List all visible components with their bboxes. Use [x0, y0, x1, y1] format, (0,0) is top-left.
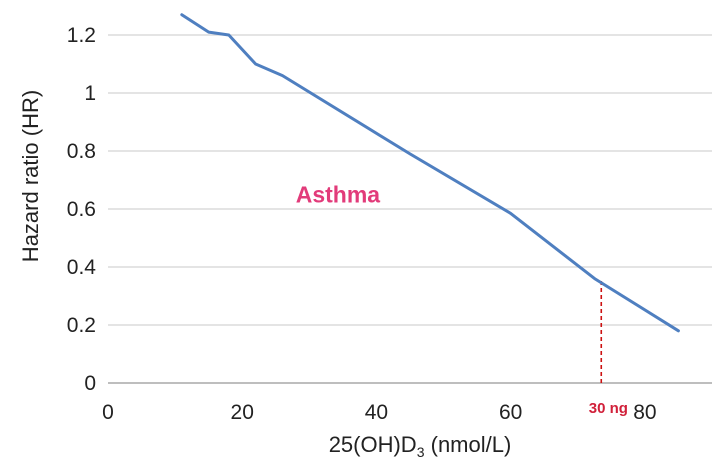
x-axis-title-main: 25(OH)D: [329, 432, 417, 457]
x-tick-label: 80: [633, 401, 656, 424]
gridlines: [108, 34, 712, 384]
y-tick-label: 0.2: [67, 314, 96, 337]
series-group: [180, 13, 680, 333]
y-axis-title: Hazard ratio (HR): [18, 90, 43, 262]
x-tick-label: 0: [102, 401, 114, 424]
x-tick-label: 40: [365, 401, 388, 424]
annotations: Asthma 30 ng: [296, 182, 628, 418]
y-tick-label: 1.2: [67, 24, 96, 47]
x-axis-title-subscript: 3: [417, 444, 425, 460]
annotation-asthma: Asthma: [296, 182, 381, 208]
x-tick-labels: 0 20 40 60 80: [102, 401, 656, 424]
y-tick-label: 0: [84, 372, 96, 395]
y-tick-labels: 0 0.2 0.4 0.6 0.8 1 1.2: [67, 24, 97, 395]
x-axis-title: 25(OH)D3 (nmol/L): [329, 432, 512, 460]
y-tick-label: 0.4: [67, 256, 97, 279]
y-tick-label: 0.6: [67, 198, 96, 221]
y-tick-label: 1: [84, 82, 96, 105]
x-axis-title-unit: (nmol/L): [425, 432, 512, 457]
y-tick-label: 0.8: [67, 140, 96, 163]
x-tick-label: 60: [499, 401, 522, 424]
series-line: [180, 13, 680, 333]
x-tick-label: 20: [231, 401, 254, 424]
annotation-30ng: 30 ng: [589, 400, 628, 417]
